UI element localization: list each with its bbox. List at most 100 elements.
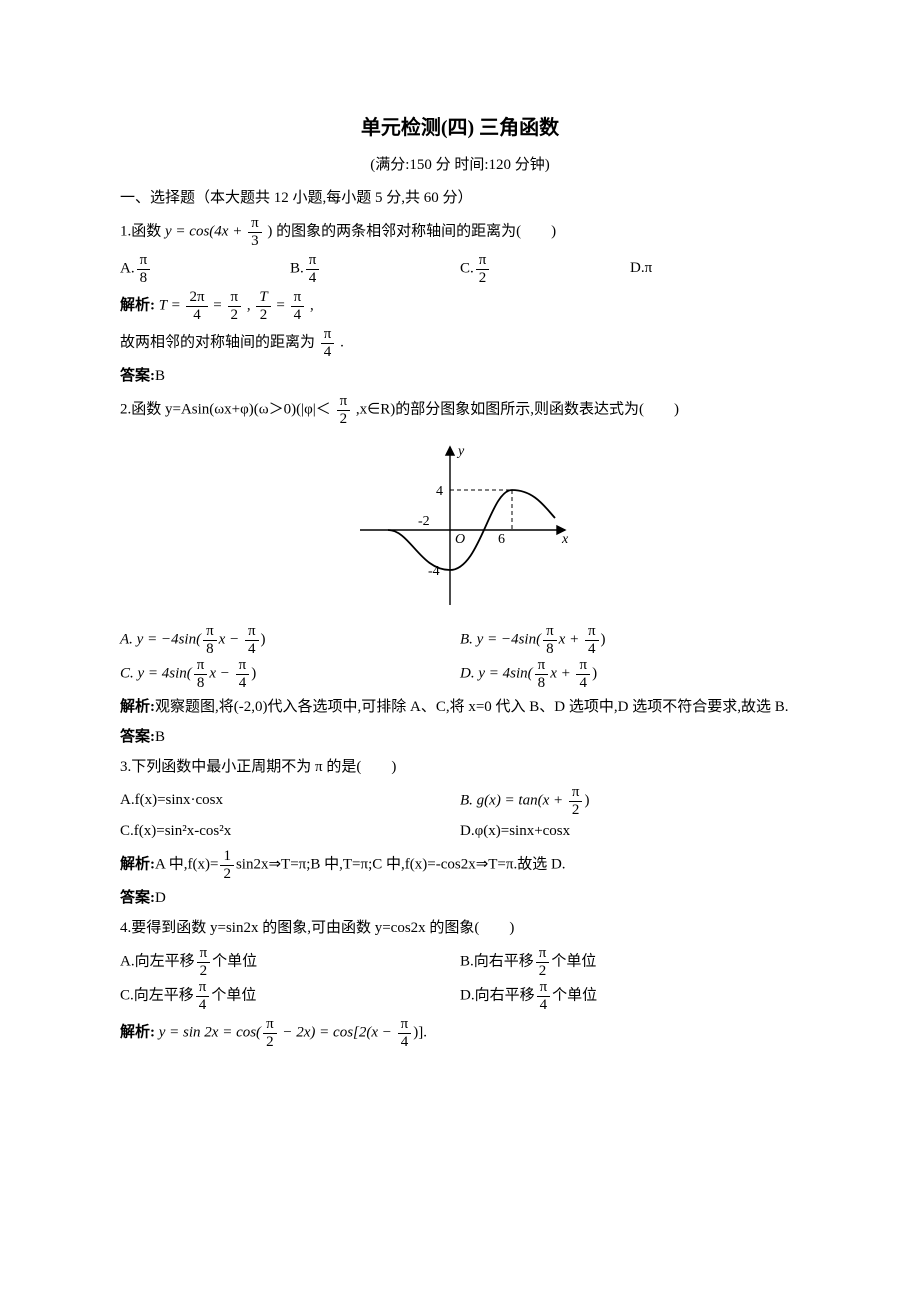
optC-post: 个单位: [211, 987, 256, 1003]
q1-jiexi2-post: .: [340, 334, 344, 350]
frac-pi-2d: π2: [569, 784, 583, 818]
optC-pre: C. y = 4sin(: [120, 665, 192, 681]
optC-end: ): [251, 665, 256, 681]
optC-pre: C.向左平移: [120, 987, 194, 1003]
page-title: 单元检测(四) 三角函数: [120, 110, 800, 146]
q2-optD: D. y = 4sin(π8x + π4): [460, 657, 800, 691]
q4-jiexi-post: )].: [413, 1024, 427, 1040]
frac-pi-2c: π2: [337, 393, 351, 427]
frac-2pi-4: 2π4: [186, 289, 207, 323]
optB-post: 个单位: [551, 953, 596, 969]
q1-stem-math: y = cos(4x +: [165, 223, 246, 239]
svg-text:O: O: [455, 532, 465, 547]
q2-stem-post: ,x∈R)的部分图象如图所示,则函数表达式为( ): [356, 401, 679, 417]
q1-answer: 答案:B: [120, 363, 800, 390]
comma: ,: [247, 297, 255, 313]
optA-pre: A.向左平移: [120, 953, 195, 969]
optB-post: ): [584, 792, 589, 808]
q3-optB: B. g(x) = tan(x + π2): [460, 784, 800, 818]
optC-mid: x −: [209, 665, 233, 681]
q4-jiexi-mid: − 2x) = cos[2(x −: [279, 1024, 396, 1040]
svg-text:y: y: [456, 444, 465, 459]
optB-pre: B. g(x) = tan(x +: [460, 792, 567, 808]
jiexi-label4: 解析:: [120, 1024, 155, 1040]
jiexi-label3: 解析:: [120, 856, 155, 872]
svg-text:x: x: [561, 532, 569, 547]
q2-optC: C. y = 4sin(π8x − π4): [120, 657, 460, 691]
optA-label: A.: [120, 260, 135, 276]
q4-options: A.向左平移π2个单位 B.向右平移π2个单位 C.向左平移π4个单位 D.向右…: [120, 945, 800, 1013]
q2-answer: 答案:B: [120, 724, 800, 751]
frac-pi-8: π8: [137, 252, 151, 286]
answer-label: 答案:: [120, 368, 155, 384]
optA-mid: x −: [219, 631, 243, 647]
q4-jiexi: 解析: y = sin 2x = cos(π2 − 2x) = cos[2(x …: [120, 1016, 800, 1050]
frac-pi-4b: π4: [291, 289, 305, 323]
optB-mid: x +: [559, 631, 583, 647]
q2-stem-pre: 2.函数 y=Asin(ωx+φ)(ω＞0)(|φ|＜: [120, 401, 331, 417]
frac-pi-4c: π4: [321, 326, 335, 360]
frac-pi-2f: π2: [536, 945, 550, 979]
frac-pi-8c: π8: [543, 623, 557, 657]
optB-label: B.: [290, 260, 304, 276]
q1-optB: B.π4: [290, 252, 460, 286]
q1-stem-post: ) 的图象的两条相邻对称轴间的距离为( ): [267, 223, 556, 239]
q1-stem-pre: 1.函数: [120, 223, 165, 239]
answer-label3: 答案:: [120, 890, 155, 906]
answer-value2: B: [155, 729, 165, 745]
frac-pi-4h: π4: [196, 979, 210, 1013]
q1-jiexi2-pre: 故两相邻的对称轴间的距离为: [120, 334, 315, 350]
optA-post: 个单位: [212, 953, 257, 969]
q4-optB: B.向右平移π2个单位: [460, 945, 800, 979]
q2-options: A. y = −4sin(π8x − π4) B. y = −4sin(π8x …: [120, 623, 800, 691]
frac-pi-8d: π8: [194, 657, 208, 691]
frac-pi-4f: π4: [236, 657, 250, 691]
q1-stem: 1.函数 y = cos(4x + π3 ) 的图象的两条相邻对称轴间的距离为(…: [120, 215, 800, 249]
answer-label2: 答案:: [120, 729, 155, 745]
optD-end: ): [592, 665, 597, 681]
q2-jiexi-text: 观察题图,将(-2,0)代入各选项中,可排除 A、C,将 x=0 代入 B、D …: [155, 699, 788, 715]
q1-optA: A.π8: [120, 252, 290, 286]
frac-pi-2b: π2: [228, 289, 242, 323]
eq: =: [213, 297, 225, 313]
frac-pi-4j: π4: [398, 1016, 412, 1050]
section-heading: 一、选择题（本大题共 12 小题,每小题 5 分,共 60 分）: [120, 185, 800, 212]
optB-pre: B. y = −4sin(: [460, 631, 541, 647]
q2-jiexi: 解析:观察题图,将(-2,0)代入各选项中,可排除 A、C,将 x=0 代入 B…: [120, 694, 800, 721]
q1-jiexi: 解析: T = 2π4 = π2 , T2 = π4 ,: [120, 289, 800, 323]
svg-text:-2: -2: [418, 514, 430, 529]
frac-pi-3: π3: [248, 215, 262, 249]
optB-end: ): [601, 631, 606, 647]
frac-pi-2g: π2: [263, 1016, 277, 1050]
q1-jiexi-line2: 故两相邻的对称轴间的距离为 π4 .: [120, 326, 800, 360]
jiexi-label2: 解析:: [120, 699, 155, 715]
frac-pi-8e: π8: [535, 657, 549, 691]
q3-answer: 答案:D: [120, 885, 800, 912]
frac-pi-4e: π4: [585, 623, 599, 657]
q2-graph: y x O 4 -4 -2 6: [340, 435, 580, 615]
q1-optC: C.π2: [460, 252, 630, 286]
optD-post: 个单位: [552, 987, 597, 1003]
frac-pi-4: π4: [306, 252, 320, 286]
q3-stem: 3.下列函数中最小正周期不为 π 的是( ): [120, 754, 800, 781]
page-subtitle: (满分:150 分 时间:120 分钟): [120, 152, 800, 179]
q1-jiexi-T: T =: [159, 297, 185, 313]
frac-T-2: T2: [256, 289, 270, 323]
frac-pi-4i: π4: [537, 979, 551, 1013]
jiexi-label: 解析:: [120, 297, 155, 313]
optC-label: C.: [460, 260, 474, 276]
frac-pi-4d: π4: [245, 623, 259, 657]
optA-end: ): [261, 631, 266, 647]
q1-options: A.π8 B.π4 C.π2 D.π: [120, 252, 800, 286]
frac-pi-2: π2: [476, 252, 490, 286]
q2-optB: B. y = −4sin(π8x + π4): [460, 623, 800, 657]
eq2: =: [276, 297, 288, 313]
q4-optD: D.向右平移π4个单位: [460, 979, 800, 1013]
q3-optC: C.f(x)=sin²x-cos²x: [120, 818, 460, 845]
optD-pre: D. y = 4sin(: [460, 665, 533, 681]
optB-pre: B.向右平移: [460, 953, 534, 969]
answer-value3: D: [155, 890, 166, 906]
answer-value: B: [155, 368, 165, 384]
optA-pre: A. y = −4sin(: [120, 631, 201, 647]
frac-pi-2e: π2: [197, 945, 211, 979]
